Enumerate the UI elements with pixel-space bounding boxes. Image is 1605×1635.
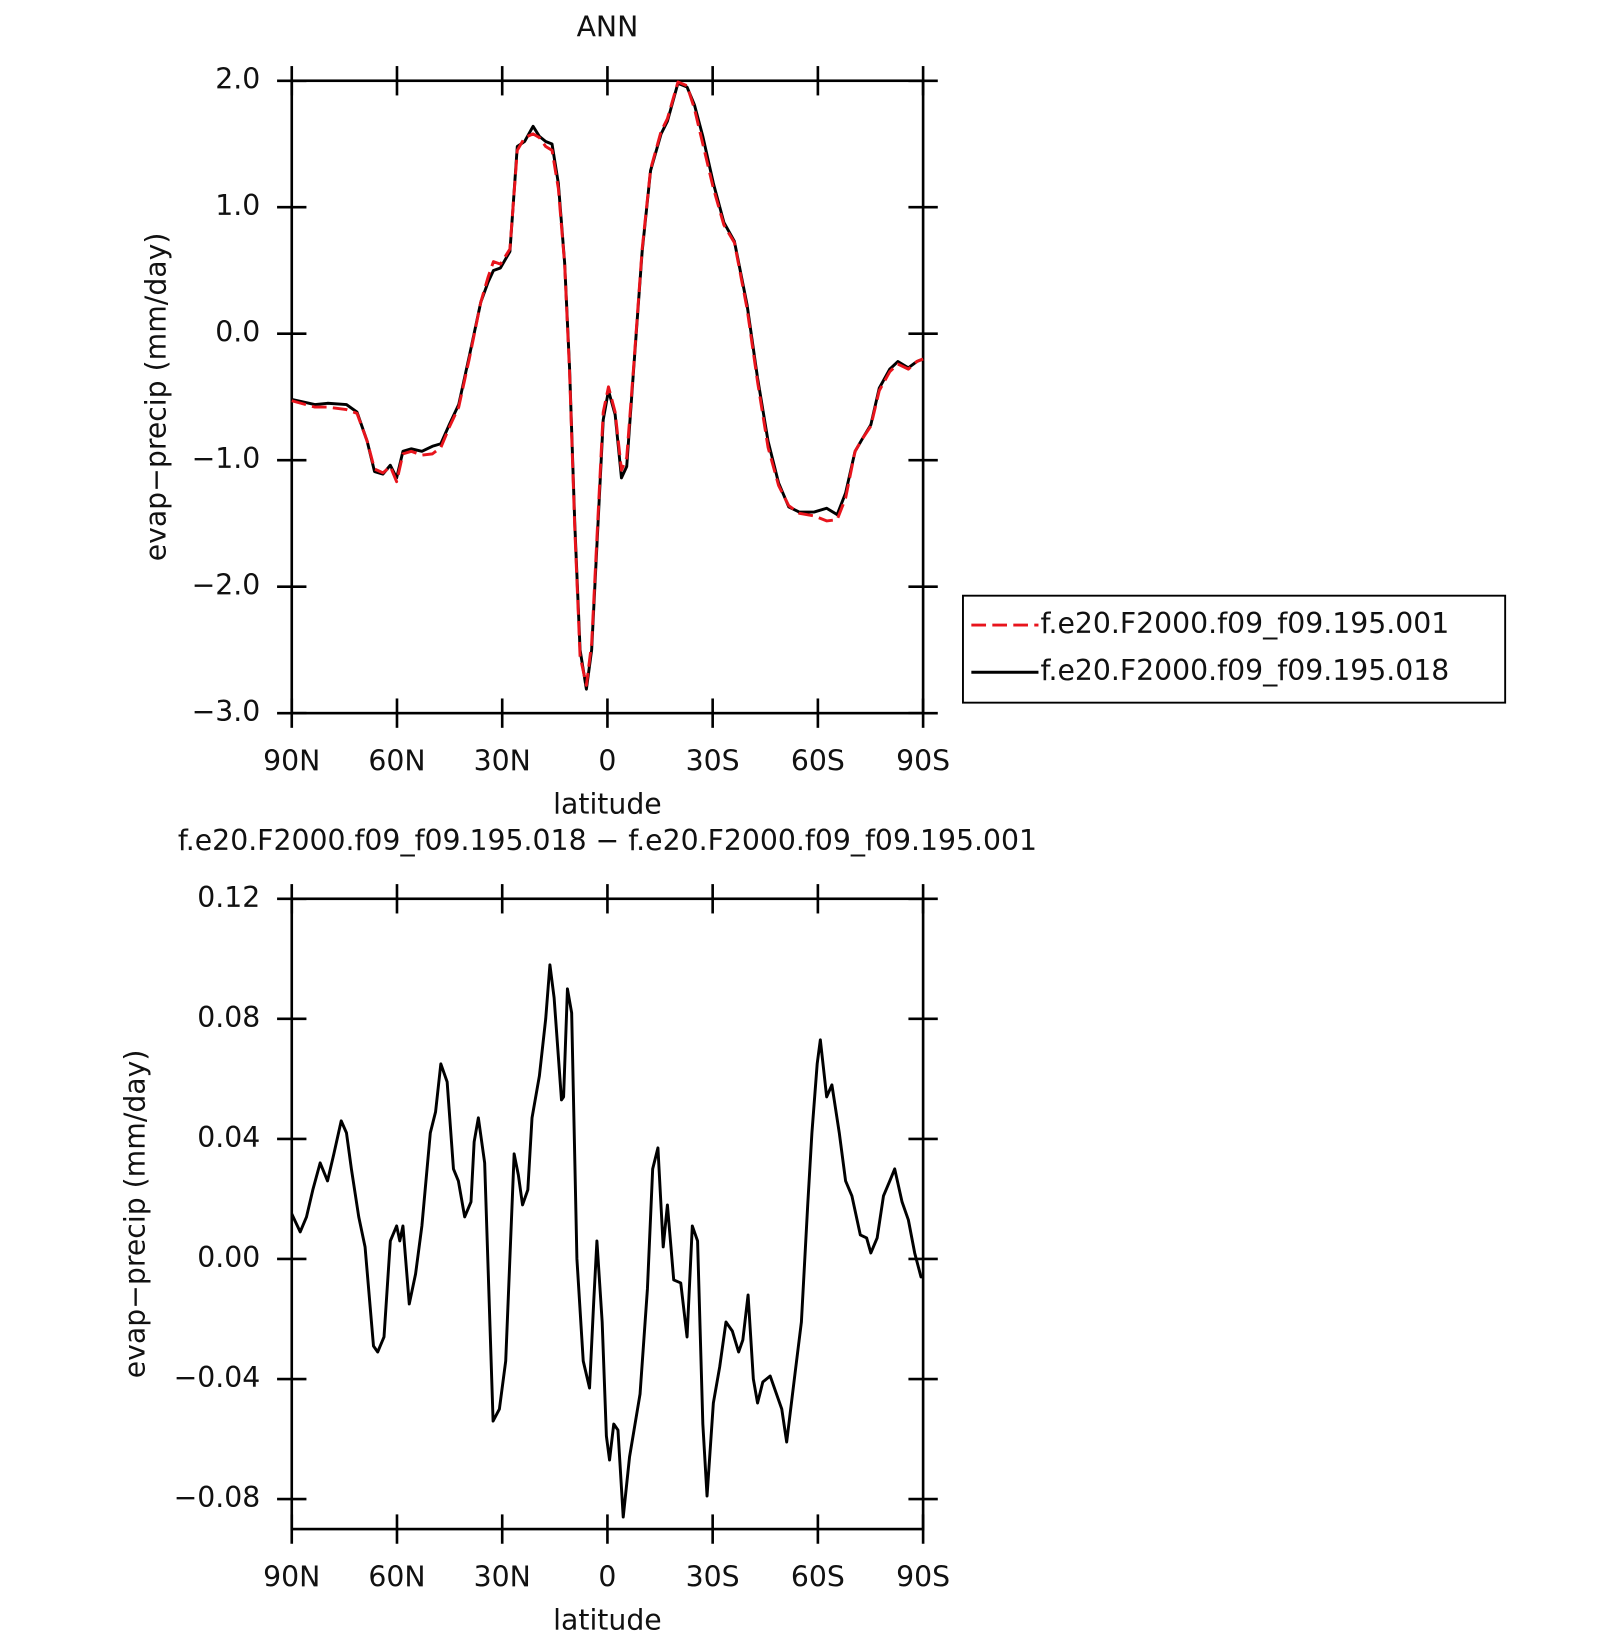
y-tick-label: 1.0 — [215, 189, 260, 222]
x-tick-label: 30N — [474, 1560, 531, 1593]
y-tick-label: 0.04 — [197, 1121, 260, 1154]
x-tick-label: 60N — [368, 744, 425, 777]
x-tick-label: 90S — [896, 1560, 950, 1593]
y-tick-label: 0.0 — [215, 316, 260, 349]
data-line — [290, 963, 924, 1519]
legend-label: f.e20.F2000.f09_f09.195.001 — [1041, 607, 1450, 640]
x-tick-label: 60N — [368, 1560, 425, 1593]
y-tick-label: 2.0 — [215, 63, 260, 96]
x-axis-label: latitude — [553, 1603, 662, 1635]
y-tick-label: 0.08 — [197, 1001, 260, 1034]
chart-title: ANN — [577, 10, 639, 43]
x-tick-label: 60S — [791, 744, 845, 777]
plot-frame — [290, 79, 925, 715]
x-tick-label: 90N — [263, 744, 320, 777]
x-tick-label: 30N — [474, 744, 531, 777]
x-tick-label: 0 — [598, 1560, 616, 1593]
y-tick-label: 0.00 — [197, 1241, 260, 1274]
y-tick-label: −3.0 — [192, 695, 261, 728]
y-tick-label: −2.0 — [192, 569, 261, 602]
data-line — [291, 81, 924, 691]
legend-label: f.e20.F2000.f09_f09.195.018 — [1041, 654, 1450, 687]
y-tick-label: −0.08 — [174, 1481, 261, 1514]
x-axis-label: latitude — [553, 787, 662, 820]
x-tick-label: 0 — [598, 744, 616, 777]
chart-title: f.e20.F2000.f09_f09.195.018 − f.e20.F200… — [178, 824, 1037, 857]
legend-box — [962, 594, 1507, 704]
data-line — [291, 80, 924, 687]
y-tick-label: 0.12 — [197, 881, 260, 914]
x-tick-label: 30S — [686, 744, 740, 777]
x-tick-label: 90S — [896, 744, 950, 777]
y-tick-label: −1.0 — [192, 442, 261, 475]
x-tick-label: 30S — [686, 1560, 740, 1593]
y-tick-label: −0.04 — [174, 1361, 261, 1394]
y-axis-label: evap−precip (mm/day) — [119, 1050, 152, 1379]
y-axis-label: evap−precip (mm/day) — [140, 233, 173, 562]
x-tick-label: 90N — [263, 1560, 320, 1593]
x-tick-label: 60S — [791, 1560, 845, 1593]
